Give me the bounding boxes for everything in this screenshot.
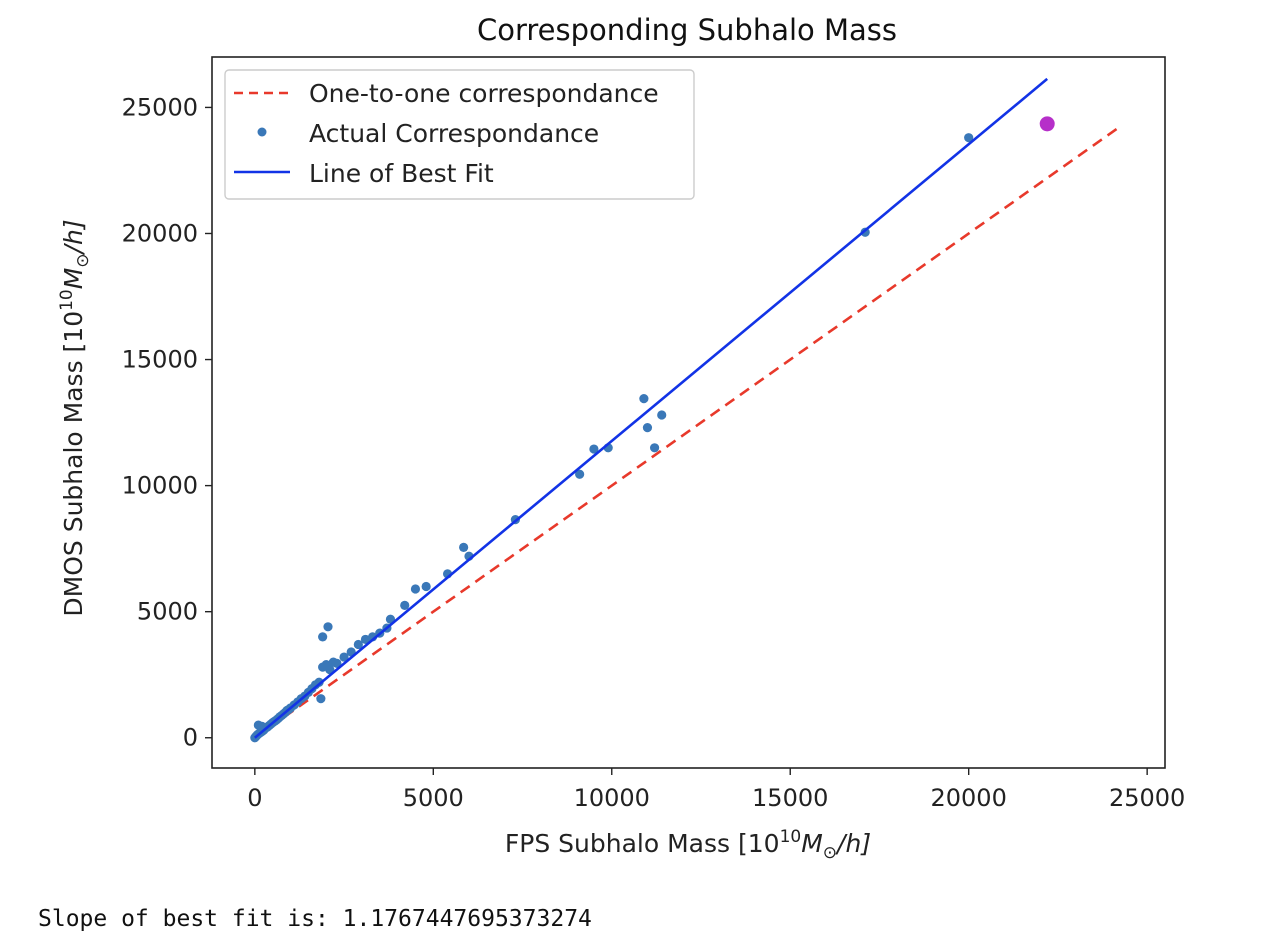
y-tick-label: 25000 — [122, 93, 198, 121]
chart: Corresponding Subhalo Mass 0 5000 10000 150… — [57, 13, 1186, 863]
data-point — [332, 658, 342, 668]
x-tick-label: 20000 — [931, 784, 1007, 812]
highlight-point — [1039, 116, 1055, 132]
x-tick-label: 10000 — [574, 784, 650, 812]
data-point — [316, 694, 326, 704]
data-point — [400, 600, 410, 610]
legend-box — [224, 69, 695, 200]
data-point — [575, 469, 585, 479]
data-point — [642, 423, 653, 433]
data-point — [657, 410, 667, 420]
x-axis-label: FPS Subhalo Mass [1010M⊙/h] — [505, 827, 871, 863]
series-layer — [250, 77, 1123, 743]
legend-actual-label: Actual Correspondance — [309, 119, 599, 148]
y-tick-label: 5000 — [137, 598, 198, 626]
data-point — [323, 622, 333, 632]
console-output: Slope of best fit is: 1.1767447695373274 — [38, 906, 592, 932]
data-point — [589, 444, 599, 454]
chart-title: Corresponding Subhalo Mass — [477, 13, 897, 47]
y-tick-label: 15000 — [122, 346, 198, 374]
axis-ticks: 0 5000 10000 15000 20000 25000 0 5000 10000 15000… — [122, 93, 1186, 812]
best-fit-line — [254, 77, 1049, 739]
data-point — [339, 652, 349, 662]
data-point — [459, 542, 469, 552]
data-point — [410, 584, 421, 594]
svg-text:DMOS Subhalo Mass [1010M⊙/h]: DMOS Subhalo Mass [1010M⊙/h] — [57, 219, 93, 616]
plot-frame — [211, 56, 1166, 769]
data-point — [318, 632, 328, 642]
x-tick-label: 25000 — [1109, 784, 1185, 812]
x-tick-label: 15000 — [752, 784, 828, 812]
legend-best-fit-label: Line of Best Fit — [309, 159, 494, 188]
y-tick-label: 20000 — [122, 219, 198, 247]
y-axis-label: DMOS Subhalo Mass [1010M⊙/h] — [57, 219, 93, 616]
y-tick-label: 0 — [183, 724, 198, 752]
data-point — [353, 639, 363, 650]
x-tick-label: 0 — [247, 784, 262, 812]
data-point — [639, 394, 649, 404]
data-point — [649, 443, 660, 453]
data-point — [421, 581, 431, 592]
legend-one-to-one-label: One-to-one correspondance — [309, 79, 659, 108]
data-point — [964, 133, 974, 143]
legend: One-to-one correspondance Actual Corresp… — [224, 69, 695, 200]
y-tick-label: 10000 — [122, 472, 198, 500]
legend-actual-swatch — [257, 127, 267, 137]
x-tick-label: 5000 — [403, 784, 464, 812]
one-to-one-line — [254, 124, 1123, 739]
data-point — [360, 634, 371, 645]
svg-text:FPS Subhalo Mass [1010M⊙/h]: FPS Subhalo Mass [1010M⊙/h] — [505, 827, 871, 863]
